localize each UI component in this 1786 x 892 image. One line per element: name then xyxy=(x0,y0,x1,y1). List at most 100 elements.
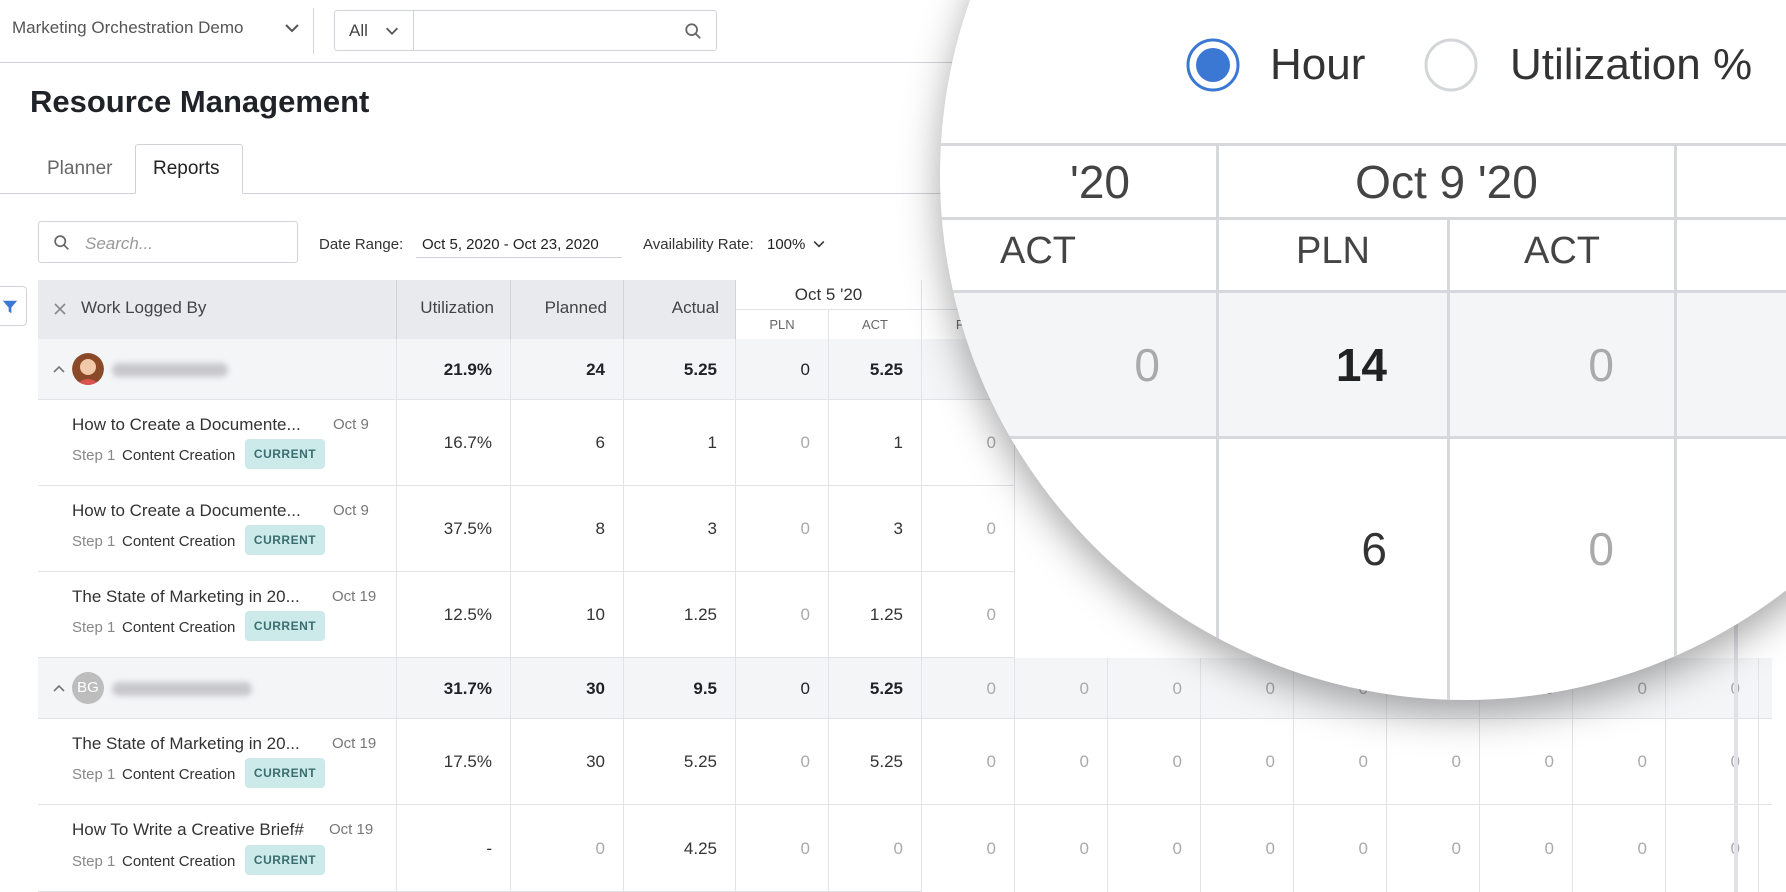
task-planned: 0 xyxy=(511,805,624,892)
task-oct5-pln: 0 xyxy=(736,572,829,658)
radio-utilization-label: Utilization % xyxy=(1510,40,1753,89)
zoom-magnifier: Hour Utilization % '20 Oct 9 '20 ACT PLN xyxy=(940,0,1786,700)
task-planned: 6 xyxy=(511,400,624,486)
task-utilization: 16.7% xyxy=(397,400,511,486)
column-actual[interactable]: Actual xyxy=(624,280,736,339)
global-search-input[interactable] xyxy=(413,10,717,51)
trailing-zero-cell: 0 xyxy=(1015,805,1108,892)
tab-planner[interactable]: Planner xyxy=(47,158,113,179)
filter-panel-toggle[interactable] xyxy=(0,286,27,326)
trailing-zero-cell: 0 xyxy=(1666,805,1759,892)
radio-hour[interactable] xyxy=(1185,37,1241,93)
task-date: Oct 9 xyxy=(333,502,369,519)
tabs-divider xyxy=(0,193,1786,194)
scope-select[interactable]: All xyxy=(334,10,414,51)
mag-sub-act: ACT xyxy=(1524,230,1600,272)
chevron-down-icon[interactable] xyxy=(811,236,827,252)
status-badge: CURRENT xyxy=(245,845,325,875)
task-actual: 4.25 xyxy=(624,805,736,892)
stage-label: Content Creation xyxy=(122,853,236,870)
mag-oct9-act: 0 xyxy=(1588,339,1614,391)
stage-label: Content Creation xyxy=(122,766,236,783)
step-label: Step 1 xyxy=(72,447,116,464)
top-bar: Marketing Orchestration Demo All xyxy=(0,0,1786,63)
task-row[interactable]: The State of Marketing in 20... Oct 19 S… xyxy=(38,719,397,805)
task-date: Oct 19 xyxy=(332,735,377,752)
status-badge: CURRENT xyxy=(245,525,325,555)
search-icon[interactable] xyxy=(684,22,702,40)
group-actual: 9.5 xyxy=(624,658,736,719)
chevron-down-icon[interactable] xyxy=(282,18,302,38)
task-next-pln: 0 xyxy=(922,572,1015,658)
trailing-zero-cell: 0 xyxy=(1108,719,1201,805)
mag-gridline xyxy=(940,143,1786,146)
report-table: Work Logged By Utilization Planned Actua… xyxy=(38,280,1772,892)
radio-utilization[interactable] xyxy=(1423,37,1479,93)
trailing-zero-cell: 0 xyxy=(1108,658,1201,719)
trailing-zero-cell: 0 xyxy=(1201,658,1294,719)
group-planned: 24 xyxy=(511,339,624,400)
date-range-picker[interactable]: Oct 5, 2020 - Oct 23, 2020 xyxy=(416,234,622,258)
subheader-act: ACT xyxy=(829,310,922,339)
mag-gridline xyxy=(1216,293,1219,436)
task-planned: 10 xyxy=(511,572,624,658)
trailing-zero-cell: 0 xyxy=(1573,658,1666,719)
task-name[interactable]: How To Write a Creative Brief# xyxy=(72,820,304,839)
trailing-zero-cell: 0 xyxy=(1108,805,1201,892)
workspace-name[interactable]: Marketing Orchestration Demo xyxy=(12,18,244,37)
column-planned[interactable]: Planned xyxy=(511,280,624,339)
task-name[interactable]: The State of Marketing in 20... xyxy=(72,587,300,606)
mag-prev-date: '20 xyxy=(1070,156,1130,208)
task-oct5-act: 0 xyxy=(829,805,922,892)
stage-label: Content Creation xyxy=(122,447,236,464)
filter-icon xyxy=(2,300,18,314)
trailing-zero-cell: 0 xyxy=(1015,658,1108,719)
trailing-zero-cell: 0 xyxy=(1666,719,1759,805)
group-row-user[interactable]: BG xyxy=(38,658,397,719)
task-row[interactable]: How to Create a Documente... Oct 9 Step … xyxy=(38,400,397,486)
chevron-up-icon[interactable] xyxy=(52,363,66,377)
report-search-input[interactable]: Search... xyxy=(38,221,298,263)
column-utilization[interactable]: Utilization xyxy=(397,280,511,339)
chevron-up-icon[interactable] xyxy=(52,682,66,696)
availability-select[interactable]: 100% xyxy=(767,236,806,253)
group-oct5-pln: 0 xyxy=(736,339,829,400)
column-label: Work Logged By xyxy=(81,298,207,317)
tab-reports[interactable]: Reports xyxy=(135,144,243,194)
trailing-zero-cell: 0 xyxy=(922,658,1015,719)
task-date: Oct 19 xyxy=(332,588,377,605)
task-date: Oct 19 xyxy=(329,821,374,838)
collapse-all-icon[interactable] xyxy=(52,301,68,317)
task-row[interactable]: How to Create a Documente... Oct 9 Step … xyxy=(38,486,397,572)
group-row-user[interactable] xyxy=(38,339,397,400)
column-work-logged-by[interactable]: Work Logged By xyxy=(38,280,397,339)
trailing-zero-cell: 0 xyxy=(1387,719,1480,805)
mag-gridline xyxy=(940,217,1786,220)
task-planned: 30 xyxy=(511,719,624,805)
group-oct5-act: 5.25 xyxy=(829,339,922,400)
task-name[interactable]: How to Create a Documente... xyxy=(72,415,301,434)
task-name[interactable]: The State of Marketing in 20... xyxy=(72,734,300,753)
trailing-zero-cell: 0 xyxy=(1015,719,1108,805)
mag-prev-act: 0 xyxy=(1134,339,1160,391)
trailing-zero-cell: 0 xyxy=(1294,719,1387,805)
step-label: Step 1 xyxy=(72,533,116,550)
trailing-zero-cell: 0 xyxy=(1573,805,1666,892)
column-label: Actual xyxy=(671,298,719,317)
group-actual: 5.25 xyxy=(624,339,736,400)
task-oct5-pln: 0 xyxy=(736,805,829,892)
task-utilization: 37.5% xyxy=(397,486,511,572)
mag-sub-pln: PLN xyxy=(1296,230,1370,272)
task-actual: 1 xyxy=(624,400,736,486)
mag-sub-act: ACT xyxy=(1000,230,1076,272)
step-label: Step 1 xyxy=(72,766,116,783)
task-row[interactable]: How To Write a Creative Brief# Oct 19 St… xyxy=(38,805,397,892)
task-name[interactable]: How to Create a Documente... xyxy=(72,501,301,520)
task-row[interactable]: The State of Marketing in 20... Oct 19 S… xyxy=(38,572,397,658)
task-oct5-pln: 0 xyxy=(736,719,829,805)
mag-gridline xyxy=(1447,217,1450,700)
mag-group-row xyxy=(940,293,1786,436)
avatar xyxy=(72,353,104,385)
